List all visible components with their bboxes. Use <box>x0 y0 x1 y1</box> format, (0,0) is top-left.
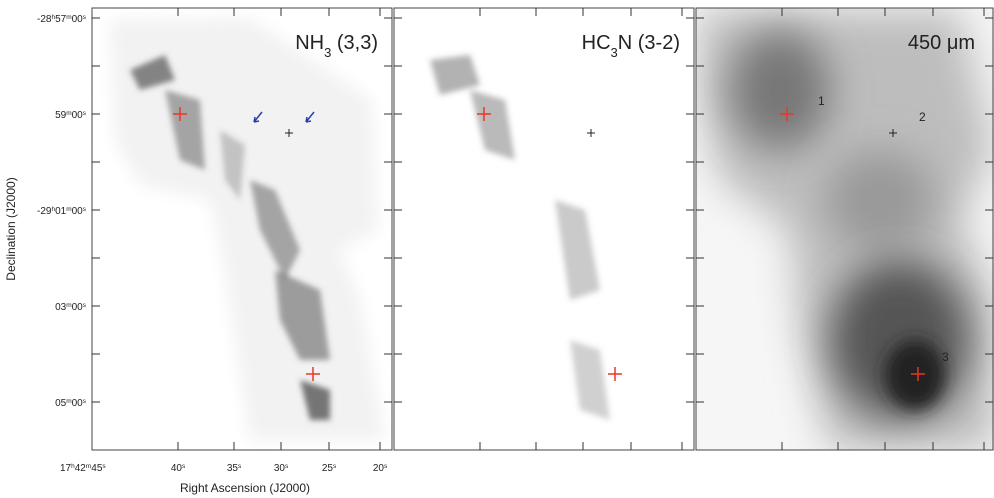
y-tick-label-part: 00 <box>72 398 84 409</box>
panel-frame <box>393 7 695 451</box>
source-label: 2 <box>919 110 926 124</box>
panel-title-part: HC <box>582 32 611 54</box>
y-tick-label-part: m <box>66 110 71 117</box>
panel-title: 450 μm <box>908 32 975 54</box>
panel-frame <box>91 7 393 451</box>
450um-map <box>696 8 994 450</box>
panel-title-part: NH <box>295 32 324 54</box>
y-tick-label-part: 03 <box>55 302 67 313</box>
x-tick-label: 35s <box>227 463 242 475</box>
x-tick-label-part: 17 <box>60 463 72 474</box>
x-tick-label-part: 42 <box>75 463 87 474</box>
x-tick-label-part: m <box>86 463 91 470</box>
x-tick-label-part: 40 <box>171 463 183 474</box>
hc3n-map <box>430 55 622 420</box>
y-tick-label-part: m <box>66 302 71 309</box>
x-tick-label: 40s <box>171 463 186 475</box>
panel-title: NH3 (3,3) <box>295 32 378 60</box>
x-tick-label-part: s <box>384 463 388 470</box>
y-tick-label: -29h01m00s <box>37 206 87 218</box>
ticks <box>92 8 993 450</box>
y-tick-label: 59m00s <box>55 110 87 122</box>
y-tick-label: 03m00s <box>55 302 87 314</box>
x-tick-label-part: s <box>238 463 242 470</box>
source-label: 3 <box>942 350 949 364</box>
y-tick-label-part: m <box>66 206 71 213</box>
x-tick-label-part: 20 <box>373 463 385 474</box>
panel-title: HC3N (3-2) <box>582 32 680 60</box>
y-tick-label: 05m00s <box>55 398 87 410</box>
y-tick-label-part: s <box>83 302 87 309</box>
panel-frame <box>695 7 994 451</box>
panel-title-part: 3 <box>324 45 331 60</box>
panel-title-part: 3 <box>611 45 618 60</box>
x-tick-label: 17h42m45s <box>60 463 106 475</box>
y-tick-label-part: 00 <box>72 302 84 313</box>
y-tick-label: -28h57m00s <box>37 14 87 26</box>
x-tick-label: 30s <box>274 463 289 475</box>
y-tick-label-part: m <box>66 14 71 21</box>
y-tick-label-part: 00 <box>72 110 84 121</box>
y-tick-label-part: 05 <box>55 398 67 409</box>
x-tick-label-part: 45 <box>91 463 103 474</box>
y-tick-label-part: 01 <box>55 206 67 217</box>
y-tick-label-part: 59 <box>55 110 67 121</box>
x-tick-label: 20s <box>373 463 388 475</box>
x-tick-label: 25s <box>322 463 337 475</box>
y-tick-label-part: s <box>83 110 87 117</box>
x-tick-label-part: 35 <box>227 463 239 474</box>
x-tick-label-part: s <box>285 463 289 470</box>
y-tick-label-part: 57 <box>55 14 67 25</box>
nh3-map <box>110 18 385 440</box>
y-tick-label-part: s <box>83 206 87 213</box>
panel-title-part: 450 μm <box>908 32 975 54</box>
y-axis-title: Declination (J2000) <box>4 177 18 280</box>
x-tick-label-part: s <box>333 463 337 470</box>
x-tick-label-part: 30 <box>274 463 286 474</box>
y-tick-label-part: -28 <box>37 14 52 25</box>
y-tick-label-part: 00 <box>72 14 84 25</box>
x-axis-title: Right Ascension (J2000) <box>180 481 310 495</box>
y-tick-label-part: -29 <box>37 206 52 217</box>
panel-title-part: (3,3) <box>331 32 378 54</box>
y-tick-label-part: s <box>83 14 87 21</box>
x-tick-label-part: s <box>102 463 106 470</box>
source-label: 1 <box>818 94 825 108</box>
y-tick-label-part: h <box>51 206 55 213</box>
panel-title-part: N (3-2) <box>618 32 680 54</box>
x-tick-label-part: h <box>71 463 75 470</box>
x-tick-label-part: s <box>182 463 186 470</box>
y-tick-label-part: m <box>66 398 71 405</box>
y-tick-label-part: h <box>51 14 55 21</box>
x-tick-label-part: 25 <box>322 463 334 474</box>
y-tick-label-part: 00 <box>72 206 84 217</box>
y-tick-label-part: s <box>83 398 87 405</box>
